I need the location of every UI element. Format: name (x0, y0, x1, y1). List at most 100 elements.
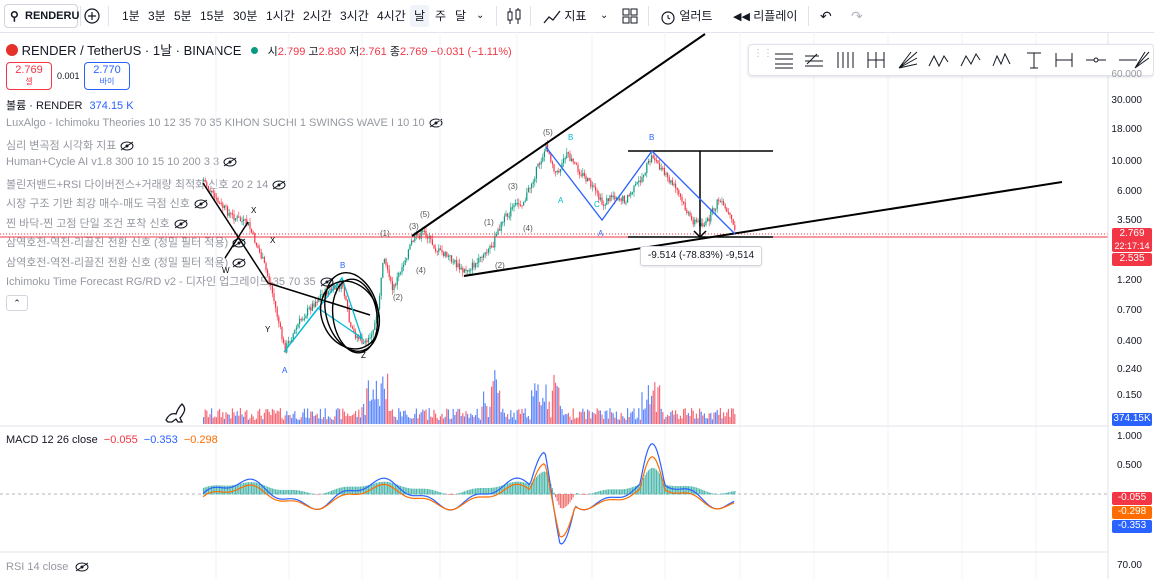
symbol-search-button[interactable]: ⚲ RENDERU (4, 4, 79, 28)
low-label: 저 (349, 46, 360, 58)
hidden-eye-icon[interactable] (194, 199, 208, 209)
fib-channel-icon[interactable] (865, 50, 887, 70)
indicator-legend-item[interactable]: Human+Cycle AI v1.8 300 10 15 10 200 3 3 (6, 156, 237, 168)
fib-extension-icon[interactable] (803, 50, 825, 70)
measure-tooltip: -9.514 (-78.83%) -9,514 (640, 246, 762, 266)
macd-value-2: −0.353 (143, 434, 178, 446)
hidden-eye-icon[interactable] (120, 141, 134, 151)
hidden-eye-icon[interactable] (272, 180, 286, 190)
indicators-button[interactable]: 지표 (543, 0, 615, 32)
wave-label: (4) (416, 266, 426, 275)
text-tool-icon[interactable] (1023, 50, 1045, 70)
interval-2h[interactable]: 2시간 (303, 9, 332, 23)
render-logo-icon (6, 44, 18, 56)
indicators-label: 지표 (564, 9, 587, 23)
price-axis-label: 0.400 (1116, 336, 1142, 347)
fib-retracement-icon[interactable] (773, 50, 795, 70)
interval-4h[interactable]: 4시간 (377, 9, 406, 23)
interval-day-active[interactable]: 날 (410, 5, 430, 27)
volume-tag: 374.15K (1112, 413, 1152, 426)
elliott-wave-icon[interactable] (991, 50, 1013, 70)
market-open-dot-icon (251, 47, 259, 54)
hidden-eye-icon[interactable] (232, 258, 246, 268)
indicator-legend-item[interactable]: 심리 변곡점 시각화 지표 (6, 137, 134, 153)
measure-text: -9.514 (-78.83%) -9,514 (647, 250, 755, 261)
upper-trendline (411, 33, 706, 237)
sell-button[interactable]: 2.769 셀 (6, 62, 52, 90)
layout-button[interactable] (622, 0, 638, 32)
redo-button[interactable]: ↷ (851, 0, 863, 32)
hidden-eye-icon[interactable] (320, 277, 334, 287)
indicator-legend-item[interactable]: LuxAlgo - Ichimoku Theories 10 12 35 70 … (6, 117, 443, 129)
candlestick-icon (507, 8, 521, 24)
replay-button[interactable]: ◀◀ 리플레이 (733, 0, 803, 32)
indicator-legend-label: 찐 바닥-찐 고점 단일 조건 포착 신호 (6, 217, 170, 230)
drawing-toolbar: ⋮⋮ (748, 44, 1154, 76)
indicators-dropdown-chevron-icon[interactable]: ⌄ (600, 10, 609, 21)
price-axis-label: 30.000 (1111, 95, 1142, 106)
chart-line-icon (543, 10, 561, 24)
date-range-icon[interactable] (1053, 50, 1075, 70)
wave-label: X (270, 236, 276, 245)
xabcd-pattern-icon[interactable] (927, 50, 949, 70)
indicator-legend-item[interactable]: Ichimoku Time Forecast RG/RD v2 - 디자인 업그… (6, 273, 334, 289)
rsi-legend[interactable]: RSI 14 close (6, 561, 89, 573)
sell-label: 셀 (25, 77, 33, 86)
horizontal-line-icon[interactable] (1085, 50, 1107, 70)
indicator-legend-item[interactable]: 시장 구조 기반 최강 매수-매도 극점 신호 (6, 195, 208, 211)
hidden-eye-icon[interactable] (232, 238, 246, 248)
hidden-eye-icon (75, 562, 89, 572)
undo-icon: ↶ (820, 8, 832, 24)
interval-dropdown-chevron-icon[interactable]: ⌄ (476, 10, 485, 21)
macd-axis-2: 0.500 (1116, 460, 1142, 471)
volume-legend-label: 볼륨 · RENDER (6, 100, 83, 112)
change-value: −0.031 (−1.11%) (430, 46, 512, 58)
symbol-title: RENDER / TetherUS · 1날 · BINANCE (21, 43, 242, 58)
interval-3h[interactable]: 3시간 (340, 9, 369, 23)
interval-5m[interactable]: 5분 (174, 9, 192, 23)
indicator-legend-label: Human+Cycle AI v1.8 300 10 15 10 200 3 3 (6, 156, 220, 168)
symbol-header: RENDER / TetherUS · 1날 · BINANCE 시2.799 … (6, 40, 512, 59)
drag-handle-icon[interactable]: ⋮⋮ (753, 48, 773, 59)
price-axis-label: 1.200 (1116, 275, 1142, 286)
add-symbol-button[interactable] (84, 0, 102, 32)
abcd-pattern-icon[interactable] (959, 50, 981, 70)
macd-value-3: −0.298 (183, 434, 218, 446)
interval-week[interactable]: 주 (435, 9, 447, 23)
hidden-eye-icon[interactable] (174, 219, 188, 229)
interval-month[interactable]: 달 (455, 9, 467, 23)
price-axis-label: 18.000 (1111, 124, 1142, 135)
horizontal-ray-icon[interactable] (1115, 50, 1137, 70)
alert-button[interactable]: 얼러트 (660, 0, 722, 32)
indicator-legend-item[interactable]: 삼역호전-역전-리끌진 전환 신호 (정밀 필터 적용) (6, 234, 246, 250)
legend-collapse-button[interactable]: ⌃ (6, 295, 28, 311)
macd-legend[interactable]: MACD 12 26 close −0.055 −0.353 −0.298 (6, 434, 218, 446)
indicator-legend-item[interactable]: 볼린저밴드+RSI 다이버전스+거래량 최적화 신호 20 2 14 (6, 176, 286, 192)
indicator-legend-label: 시장 구조 기반 최강 매수-매도 극점 신호 (6, 198, 190, 210)
interval-30m[interactable]: 30분 (233, 9, 258, 23)
line-price-tag: 2.535 (1112, 253, 1152, 266)
pitchfork-icon[interactable] (835, 50, 857, 70)
volume-legend[interactable]: 볼륨 · RENDER 374.15 K (6, 97, 134, 113)
candle-type-button[interactable] (506, 0, 522, 32)
interval-15m[interactable]: 15분 (200, 9, 225, 23)
wave-label: (5) (420, 210, 430, 219)
low-value: 2.761 (359, 46, 387, 58)
wave-label: (1) (380, 229, 390, 238)
last-price-value: 2.769 (1119, 228, 1145, 239)
interval-1m[interactable]: 1분 (122, 9, 140, 23)
more-tools-icon[interactable] (1133, 50, 1151, 70)
hidden-eye-icon[interactable] (223, 157, 237, 167)
interval-1h[interactable]: 1시간 (266, 9, 295, 23)
wave-label: (5) (543, 128, 553, 137)
gann-fan-icon[interactable] (897, 50, 919, 70)
hidden-eye-icon[interactable] (429, 118, 443, 128)
interval-3m[interactable]: 3분 (148, 9, 166, 23)
undo-button[interactable]: ↶ (820, 0, 832, 32)
indicator-legend-item[interactable]: 찐 바닥-찐 고점 단일 조건 포착 신호 (6, 215, 188, 231)
buy-price: 2.770 (93, 64, 121, 76)
buy-button[interactable]: 2.770 바이 (84, 62, 130, 90)
indicator-legend-item[interactable]: 삼역호전-역전-리끌진 전환 신호 (정밀 필터 적용) (6, 254, 246, 270)
wave-label: B (568, 133, 573, 142)
